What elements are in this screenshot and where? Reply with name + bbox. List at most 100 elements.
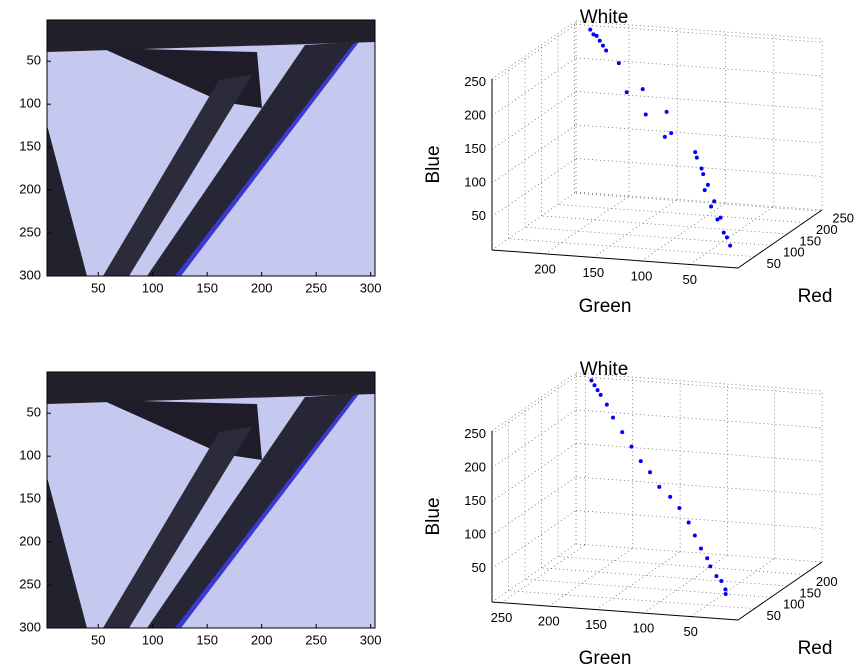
point [604, 402, 609, 407]
point [709, 204, 714, 209]
y-tick-label: 150 [19, 139, 41, 154]
x-tick-label: 250 [305, 632, 327, 647]
x-axis-label: Red [798, 286, 833, 307]
point [668, 494, 673, 499]
point [594, 33, 599, 38]
x-tick-label: 150 [196, 632, 218, 647]
point [591, 32, 596, 37]
y-tick-label: 50 [27, 53, 41, 68]
z-axis-label: Blue [423, 497, 444, 535]
y-axis-label: Green [579, 296, 632, 317]
point [715, 217, 720, 222]
grid-line [491, 476, 577, 536]
grid-line [541, 567, 788, 587]
grid-line [575, 476, 823, 496]
grid-line [501, 544, 586, 603]
point [598, 392, 603, 397]
y-tick-label: 200 [534, 261, 556, 276]
x-tick-label: 300 [360, 280, 382, 295]
y-tick-label: 300 [19, 267, 41, 282]
grid-line [575, 57, 823, 77]
z-tick-label: 100 [464, 174, 486, 189]
point [692, 533, 697, 538]
point [699, 166, 704, 171]
grid-line [575, 158, 823, 177]
x-axis [737, 209, 823, 269]
x-tick-label: 200 [816, 222, 838, 237]
point [693, 150, 698, 155]
point [702, 188, 707, 193]
z-tick-label: 200 [464, 459, 486, 474]
point [686, 520, 691, 525]
grid-line [575, 91, 823, 110]
y-tick-label: 50 [27, 405, 41, 420]
y-tick-label: 100 [19, 96, 41, 111]
axes-box [46, 19, 376, 277]
y-tick-label: 100 [19, 448, 41, 463]
grid-line [491, 443, 577, 502]
z-tick-label: 150 [464, 141, 486, 156]
x-tick-label: 250 [305, 280, 327, 295]
point [648, 470, 653, 475]
grid-line [491, 510, 577, 569]
box-edge [575, 191, 823, 211]
grid-line [641, 202, 726, 262]
point [705, 182, 710, 187]
point [624, 90, 629, 95]
x-tick-label: 150 [799, 585, 821, 600]
y-axis-label: Green [579, 648, 632, 669]
grid-line [575, 443, 823, 462]
x-tick-label: 200 [251, 632, 273, 647]
y-tick-label: 200 [19, 534, 41, 549]
point [718, 215, 723, 220]
point [701, 172, 706, 177]
point [589, 378, 594, 383]
x-tick-label: 50 [766, 256, 780, 271]
point [714, 574, 719, 579]
x-tick-label: 100 [783, 245, 805, 260]
point [657, 484, 662, 489]
z-tick-label: 50 [472, 208, 486, 223]
point [588, 27, 593, 32]
grid-line [491, 24, 577, 83]
x-tick-label: 150 [196, 280, 218, 295]
z-tick-label: 100 [464, 526, 486, 541]
point [708, 564, 713, 569]
y-tick-label: 50 [683, 624, 697, 639]
point [643, 112, 648, 117]
point [597, 38, 602, 43]
grid-line [491, 124, 577, 184]
z-tick-label: 150 [464, 493, 486, 508]
box-edge [491, 20, 577, 80]
x-tick-label: 200 [816, 574, 838, 589]
grid-line [575, 510, 823, 529]
grid-line [689, 206, 774, 265]
y-tick-label: 150 [19, 491, 41, 506]
point [620, 430, 625, 435]
grid-line [548, 547, 633, 607]
point [664, 109, 669, 114]
point [705, 556, 710, 561]
grid-line [491, 158, 577, 217]
z-tick-label: 50 [472, 560, 486, 575]
z-axis-label: Blue [423, 145, 444, 183]
z-tick-label: 200 [464, 107, 486, 122]
box-edge [575, 543, 823, 563]
point [721, 230, 726, 235]
x-tick-label: 100 [142, 632, 164, 647]
x-axis-label: Red [798, 638, 833, 659]
image-1 [47, 20, 375, 276]
y-axis [491, 249, 739, 269]
y-tick-label: 300 [19, 619, 41, 634]
box-edge [491, 372, 577, 432]
grid-line [575, 124, 823, 144]
y-tick-label: 100 [633, 621, 655, 636]
z-tick-label: 250 [464, 426, 486, 441]
x-tick-label: 100 [783, 597, 805, 612]
point [595, 388, 600, 393]
y-tick-label: 200 [538, 614, 560, 629]
grid-line [491, 409, 577, 469]
x-tick-label: 200 [251, 280, 273, 295]
axes-box [46, 371, 376, 629]
point [698, 546, 703, 551]
